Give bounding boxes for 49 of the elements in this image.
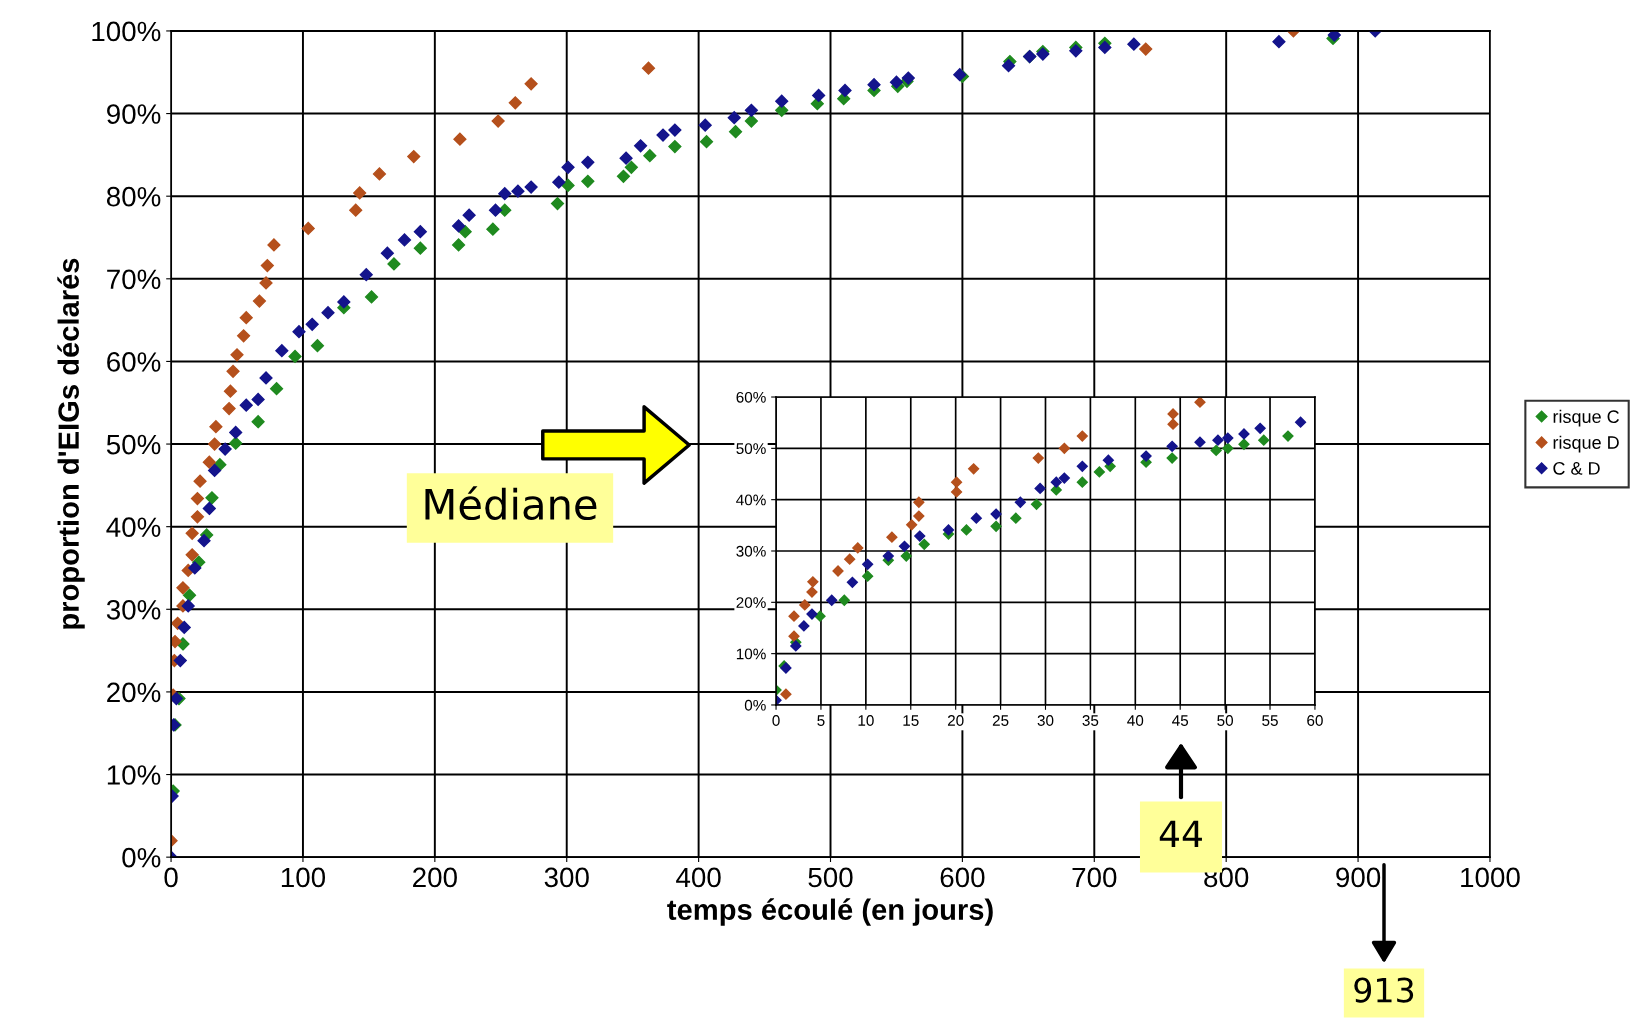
y-tick-label: 60% bbox=[107, 352, 161, 372]
y-tick-label: 20% bbox=[107, 682, 161, 703]
legend-label: C & D bbox=[1553, 461, 1600, 475]
legend-label: risque C bbox=[1553, 409, 1619, 427]
y-tick-label: 0% bbox=[744, 699, 766, 711]
y-tick-label: 20% bbox=[736, 597, 766, 608]
y-tick-label: 30% bbox=[736, 545, 766, 557]
x-tick-label: 300 bbox=[544, 867, 589, 888]
y-tick-label: 100% bbox=[92, 21, 161, 42]
x-tick-label: 50 bbox=[1217, 715, 1234, 726]
x-tick-label: 30 bbox=[1037, 715, 1054, 726]
y-tick-label: 80% bbox=[106, 186, 161, 207]
x-tick-label: 200 bbox=[413, 867, 457, 888]
x-tick-label: 500 bbox=[808, 867, 853, 888]
annotation: Médiane bbox=[425, 486, 597, 521]
x-tick-label: 40 bbox=[1127, 715, 1144, 726]
x-tick-label: 60 bbox=[1307, 715, 1323, 726]
y-axis-title: proportion d'EIGs déclarés bbox=[57, 258, 85, 629]
y-tick-label: 40% bbox=[106, 517, 161, 538]
y-tick-label: 30% bbox=[106, 599, 161, 620]
x-tick-label: 25 bbox=[992, 715, 1009, 726]
x-tick-label: 0 bbox=[772, 715, 780, 726]
y-tick-label: 70% bbox=[107, 269, 161, 290]
y-tick-label: 10% bbox=[736, 648, 766, 660]
x-tick-label: 100 bbox=[281, 867, 326, 888]
y-tick-label: 40% bbox=[736, 494, 766, 506]
text: 913 bbox=[1354, 977, 1414, 1003]
x-tick-label: 20 bbox=[947, 715, 964, 726]
x-tick-label: 700 bbox=[1072, 867, 1117, 888]
x-tick-label: 600 bbox=[940, 867, 985, 888]
y-tick-label: 60% bbox=[736, 391, 766, 403]
y-tick-label: 90% bbox=[107, 104, 161, 124]
x-tick-label: 1000 bbox=[1461, 867, 1520, 888]
legend-label: risque D bbox=[1553, 435, 1619, 453]
annotation: 44 bbox=[1159, 820, 1202, 847]
y-tick-label: 50% bbox=[736, 443, 766, 455]
x-tick-label: 15 bbox=[903, 715, 919, 726]
x-tick-label: 400 bbox=[676, 867, 721, 888]
y-tick-label: 50% bbox=[106, 434, 161, 455]
x-tick-label: 0 bbox=[164, 867, 178, 888]
x-tick-label: 35 bbox=[1082, 715, 1099, 726]
x-tick-label: 5 bbox=[817, 715, 825, 726]
x-tick-label: 55 bbox=[1262, 715, 1278, 726]
x-axis-title: temps écoulé (en jours) bbox=[667, 898, 993, 926]
x-tick-label: 45 bbox=[1172, 715, 1189, 726]
y-tick-label: 10% bbox=[107, 765, 161, 785]
x-tick-label: 10 bbox=[858, 715, 874, 726]
y-tick-label: 0% bbox=[122, 847, 161, 868]
x-tick-label: 900 bbox=[1336, 867, 1381, 888]
